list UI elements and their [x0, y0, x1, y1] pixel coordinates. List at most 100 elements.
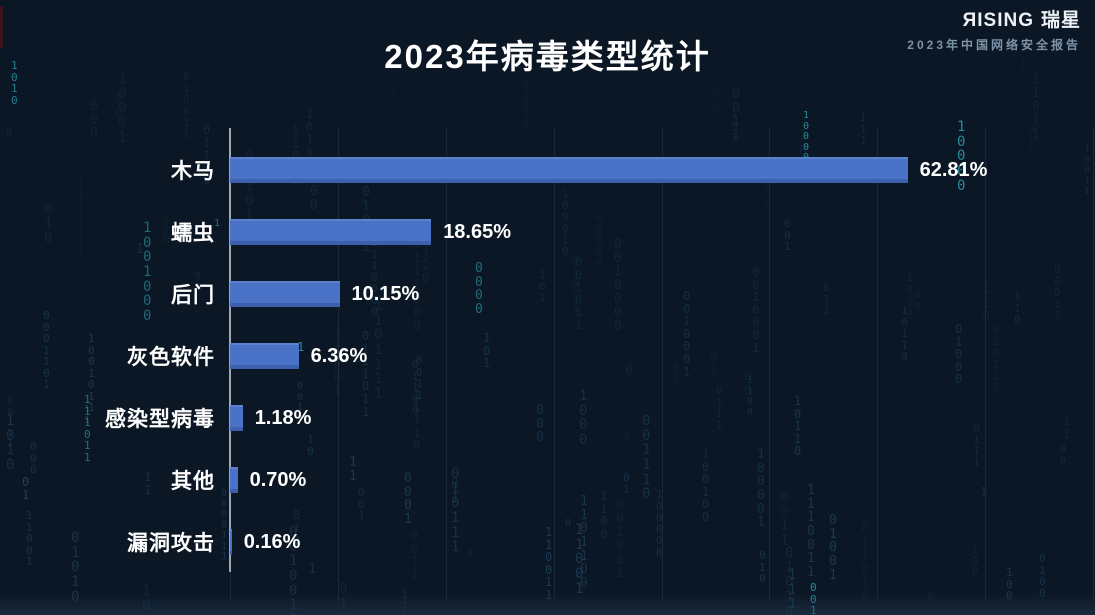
category-label: 感染型病毒	[105, 408, 215, 431]
binary-column: 0 1	[22, 475, 30, 502]
binary-column: 1 1 0 0 1	[575, 522, 584, 597]
chart-row: 后门 10.15%	[0, 279, 1095, 309]
value-label: 1.18%	[254, 406, 312, 429]
binary-column: 1 1 0 1 1	[1032, 72, 1040, 142]
binary-column: 1	[980, 485, 988, 499]
binary-column: 1 0 0 0 0 0	[656, 488, 663, 559]
category-label: 木马	[171, 160, 215, 183]
page-title: 2023年病毒类型统计	[384, 38, 711, 75]
binary-column: 1 0 1	[483, 331, 491, 371]
binary-column: 1 0 0 1 0 0 0	[143, 220, 152, 325]
value-label: 18.65%	[443, 220, 512, 243]
binary-column: 0	[624, 431, 631, 442]
binary-column: 1 0 0 0 1 0	[562, 187, 569, 258]
gridline	[877, 128, 878, 600]
value-label: 10.15%	[351, 282, 420, 305]
value-label: 62.81%	[919, 158, 988, 181]
category-label: 灰色软件	[127, 346, 215, 369]
binary-column: 1 1 0	[982, 282, 990, 325]
binary-column: 1 1 1 1 0	[413, 388, 421, 453]
binary-column: 0 0 1 1 1	[7, 396, 14, 449]
binary-column: 1	[308, 561, 317, 577]
rising-logo: ЯISING 瑞星	[907, 10, 1081, 32]
binary-column: 0 1 1 1 0 1 1	[362, 329, 370, 419]
binary-column: 1 1 0 0	[747, 375, 754, 418]
bar	[230, 157, 908, 183]
binary-column: 1 1	[349, 455, 357, 484]
binary-column: 0 0 0 0 1 1 1	[221, 488, 228, 562]
binary-column: 0 0 1	[358, 486, 365, 523]
binary-column: 0 0 1 1 1 0	[642, 413, 651, 503]
binary-column: 1 1 0	[1014, 290, 1021, 327]
chart-row: 木马 62.81%	[0, 155, 1095, 185]
bar	[230, 467, 238, 493]
binary-column: 0 0	[115, 93, 123, 122]
category-label: 蠕虫	[171, 222, 215, 245]
binary-column: 0 0 1 0 0 0 0	[614, 237, 622, 334]
binary-column: 0	[6, 127, 13, 138]
binary-column: 0 0 1 1	[416, 354, 423, 402]
binary-column: 0 1 1 0 0	[412, 358, 419, 418]
binary-column: 0 1	[623, 471, 630, 496]
binary-column: 1 0 0 1 0 0	[702, 447, 710, 524]
binary-column: 1	[353, 353, 360, 366]
binary-column: 0 0 1 0 1 1	[575, 255, 583, 332]
binary-column: 0 1 1 1	[973, 421, 980, 469]
binary-column: 1 1 0 1 1 1 1	[374, 298, 383, 403]
value-label: 6.36%	[310, 344, 368, 367]
binary-column: 0 0 0	[30, 440, 37, 477]
report-subtitle: 2023年中国网络安全报告	[907, 38, 1081, 52]
binary-column: 1 0 1 0	[6, 413, 15, 474]
binary-column: 0 0 0 1	[404, 471, 412, 527]
category-label: 其他	[171, 470, 215, 493]
gridline	[1093, 128, 1094, 600]
binary-column: 1	[297, 340, 305, 354]
chart-row: 其他 0.70%	[0, 465, 1095, 495]
binary-column: 0 0 1 1	[732, 87, 740, 143]
bar	[230, 529, 232, 555]
binary-column: 0 1 1 1	[716, 384, 723, 432]
rising-logo-cn: 瑞星	[1040, 10, 1081, 31]
chart-row: 漏洞攻击 0.16%	[0, 527, 1095, 557]
binary-column: 1 0 0 0 0	[957, 119, 966, 194]
binary-column: 1 0	[307, 433, 314, 458]
binary-column: 1 0 0 0 1	[118, 71, 127, 146]
value-label: 0.16%	[243, 530, 301, 553]
binary-column: 1 1 0 0 1	[26, 509, 33, 569]
gridline	[554, 128, 555, 600]
binary-column: 0 0 0	[536, 403, 544, 446]
binary-column: 0 0	[710, 88, 719, 119]
binary-column: 1 1 0 0	[600, 489, 608, 541]
binary-column: 0 0 1 1	[411, 529, 419, 581]
binary-column: 1 1 1 0 0 1	[334, 325, 341, 396]
bar	[230, 343, 299, 369]
binary-column: 0 0 0 0 0	[596, 211, 603, 271]
binary-column: 0 1 1 0 0	[203, 123, 211, 188]
binary-column: 0 1	[673, 363, 680, 385]
binary-column: 0	[565, 518, 572, 529]
rising-logo-latin: ЯISING	[962, 10, 1034, 31]
bar	[230, 219, 432, 245]
binary-column: 0 1	[1027, 123, 1035, 152]
binary-column: 1 1 0 1 1 0 0	[580, 494, 588, 591]
binary-column: 0 1 0	[759, 549, 766, 586]
binary-column: 0 1 0 1 1 1	[451, 466, 460, 556]
binary-column: 1 1 1	[860, 111, 867, 148]
binary-column: 0	[467, 548, 474, 559]
brand-block: ЯISING 瑞星 2023年中国网络安全报告	[907, 10, 1081, 53]
binary-column: 1 1	[1063, 414, 1071, 441]
binary-column: 0 1 0	[293, 508, 301, 548]
binary-column: 0 1 0 0 1	[829, 513, 837, 583]
binary-column: 1	[214, 218, 221, 229]
binary-column: 0 0 1 1	[780, 489, 789, 550]
binary-column: 1 1	[144, 470, 152, 497]
binary-column: 1 0	[162, 217, 171, 248]
chart-row: 蠕虫 18.65%	[0, 217, 1095, 247]
gridline	[662, 128, 663, 600]
binary-column: 1 0	[1020, 57, 1027, 79]
binary-column: 0 1	[709, 349, 718, 380]
binary-column: 1 1 0	[763, 179, 771, 219]
binary-column: 0 0	[310, 184, 318, 213]
